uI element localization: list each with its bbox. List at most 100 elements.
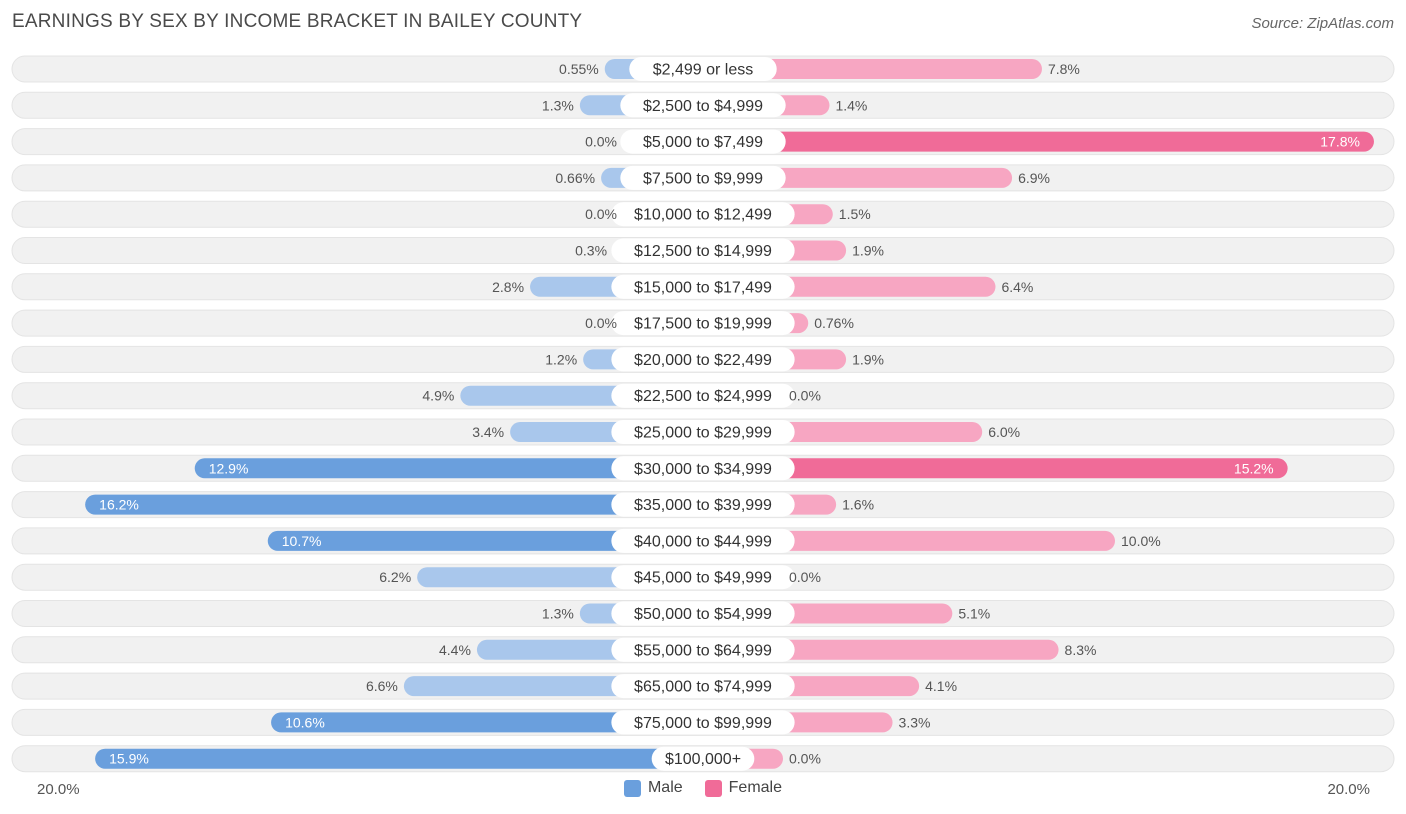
category-label-bg <box>651 746 755 771</box>
category-label-bg <box>611 383 795 408</box>
category-label-bg <box>611 492 795 517</box>
female-value-label: 0.0% <box>789 388 821 404</box>
female-value-label: 5.1% <box>958 606 990 622</box>
female-value-label: 1.6% <box>842 497 874 513</box>
category-label: $2,500 to $4,999 <box>643 98 763 115</box>
category-label: $65,000 to $74,999 <box>634 679 772 696</box>
category-label: $50,000 to $54,999 <box>634 606 772 623</box>
axis-left-label: 20.0% <box>37 781 80 798</box>
female-bar <box>703 131 1374 152</box>
male-value-label: 6.6% <box>366 678 398 694</box>
male-value-label: 0.3% <box>575 243 607 259</box>
category-label: $22,500 to $24,999 <box>634 388 772 405</box>
female-value-label: 1.4% <box>835 97 867 113</box>
category-label-bg <box>611 674 795 699</box>
category-label: $17,500 to $19,999 <box>634 316 772 333</box>
female-bar <box>703 530 1115 551</box>
female-value-label: 0.0% <box>789 751 821 767</box>
male-value-label: 1.2% <box>545 351 577 367</box>
legend-label-female: Female <box>728 779 783 796</box>
category-label-bg <box>611 710 795 735</box>
legend-item-female[interactable]: Female <box>704 779 783 797</box>
chart-title: EARNINGS BY SEX BY INCOME BRACKET IN BAI… <box>12 11 583 32</box>
category-label: $7,500 to $9,999 <box>643 170 763 187</box>
category-label-bg <box>620 165 786 190</box>
category-label-bg <box>611 311 795 336</box>
category-label-bg <box>611 565 795 590</box>
female-value-label: 15.2% <box>1234 460 1274 476</box>
male-bar <box>95 748 704 769</box>
category-label-bg <box>611 456 795 481</box>
male-value-label: 12.9% <box>209 460 249 476</box>
category-label: $35,000 to $39,999 <box>634 497 772 514</box>
female-value-label: 6.9% <box>1018 170 1050 186</box>
legend-swatch-male <box>623 779 641 797</box>
category-label-bg <box>620 93 786 118</box>
female-value-label: 1.9% <box>852 243 884 259</box>
female-value-label: 6.4% <box>1001 279 1033 295</box>
male-value-label: 1.3% <box>542 606 574 622</box>
male-value-label: 16.2% <box>99 497 139 513</box>
category-label: $45,000 to $49,999 <box>634 570 772 587</box>
category-label: $25,000 to $29,999 <box>634 425 772 442</box>
category-label: $15,000 to $17,499 <box>634 279 772 296</box>
category-label: $40,000 to $44,999 <box>634 533 772 550</box>
legend-item-male[interactable]: Male <box>623 779 683 797</box>
male-bar <box>267 530 703 551</box>
female-value-label: 6.0% <box>988 424 1020 440</box>
male-value-label: 0.66% <box>555 170 595 186</box>
female-value-label: 0.0% <box>789 569 821 585</box>
category-label-bg <box>611 420 795 444</box>
category-label-bg <box>629 57 777 81</box>
male-value-label: 6.2% <box>379 569 411 585</box>
category-label: $55,000 to $64,999 <box>634 642 772 659</box>
female-value-label: 8.3% <box>1065 642 1097 658</box>
category-label-bg <box>620 129 786 154</box>
male-value-label: 0.55% <box>559 61 599 77</box>
female-value-label: 1.9% <box>852 351 884 367</box>
male-bar <box>271 712 703 733</box>
male-value-label: 15.9% <box>109 751 149 767</box>
legend-label-male: Male <box>647 779 683 796</box>
female-bar <box>703 59 1042 79</box>
category-label-bg <box>611 637 795 662</box>
category-label-bg <box>611 238 795 263</box>
male-bar <box>194 458 703 479</box>
category-label: $12,500 to $14,999 <box>634 243 772 260</box>
male-value-label: 0.0% <box>585 134 617 150</box>
male-value-label: 3.4% <box>472 424 504 440</box>
female-value-label: 17.8% <box>1320 134 1360 150</box>
category-label: $20,000 to $22,499 <box>634 352 772 369</box>
category-label-bg <box>611 601 795 626</box>
category-label-bg <box>611 347 795 372</box>
male-value-label: 2.8% <box>492 279 524 295</box>
female-value-label: 10.0% <box>1121 533 1161 549</box>
category-label: $30,000 to $34,999 <box>634 461 772 478</box>
category-label: $2,499 or less <box>653 62 754 79</box>
category-label: $5,000 to $7,499 <box>643 134 763 151</box>
male-bar <box>85 494 703 515</box>
axis-right-label: 20.0% <box>1327 781 1370 798</box>
female-value-label: 1.5% <box>839 206 871 222</box>
category-label-bg <box>611 274 795 299</box>
female-value-label: 3.3% <box>899 714 931 730</box>
male-value-label: 0.0% <box>585 206 617 222</box>
category-label: $10,000 to $12,499 <box>634 207 772 224</box>
male-value-label: 4.9% <box>422 388 454 404</box>
female-bar <box>703 458 1288 479</box>
category-label: $75,000 to $99,999 <box>634 715 772 732</box>
male-value-label: 10.7% <box>282 533 322 549</box>
category-label-bg <box>611 528 795 553</box>
legend: Male Female <box>0 779 1406 797</box>
male-value-label: 10.6% <box>285 714 325 730</box>
male-value-label: 0.0% <box>585 315 617 331</box>
male-value-label: 4.4% <box>439 642 471 658</box>
male-value-label: 1.3% <box>542 97 574 113</box>
female-value-label: 4.1% <box>925 678 957 694</box>
female-value-label: 0.76% <box>814 315 854 331</box>
legend-swatch-female <box>704 779 722 797</box>
bar-chart: $2,499 or less 0.55% 7.8% $2,500 to $4,999 1… <box>11 55 1395 773</box>
category-label-bg <box>611 202 795 227</box>
category-label: $100,000+ <box>665 751 741 768</box>
female-value-label: 7.8% <box>1048 61 1080 77</box>
